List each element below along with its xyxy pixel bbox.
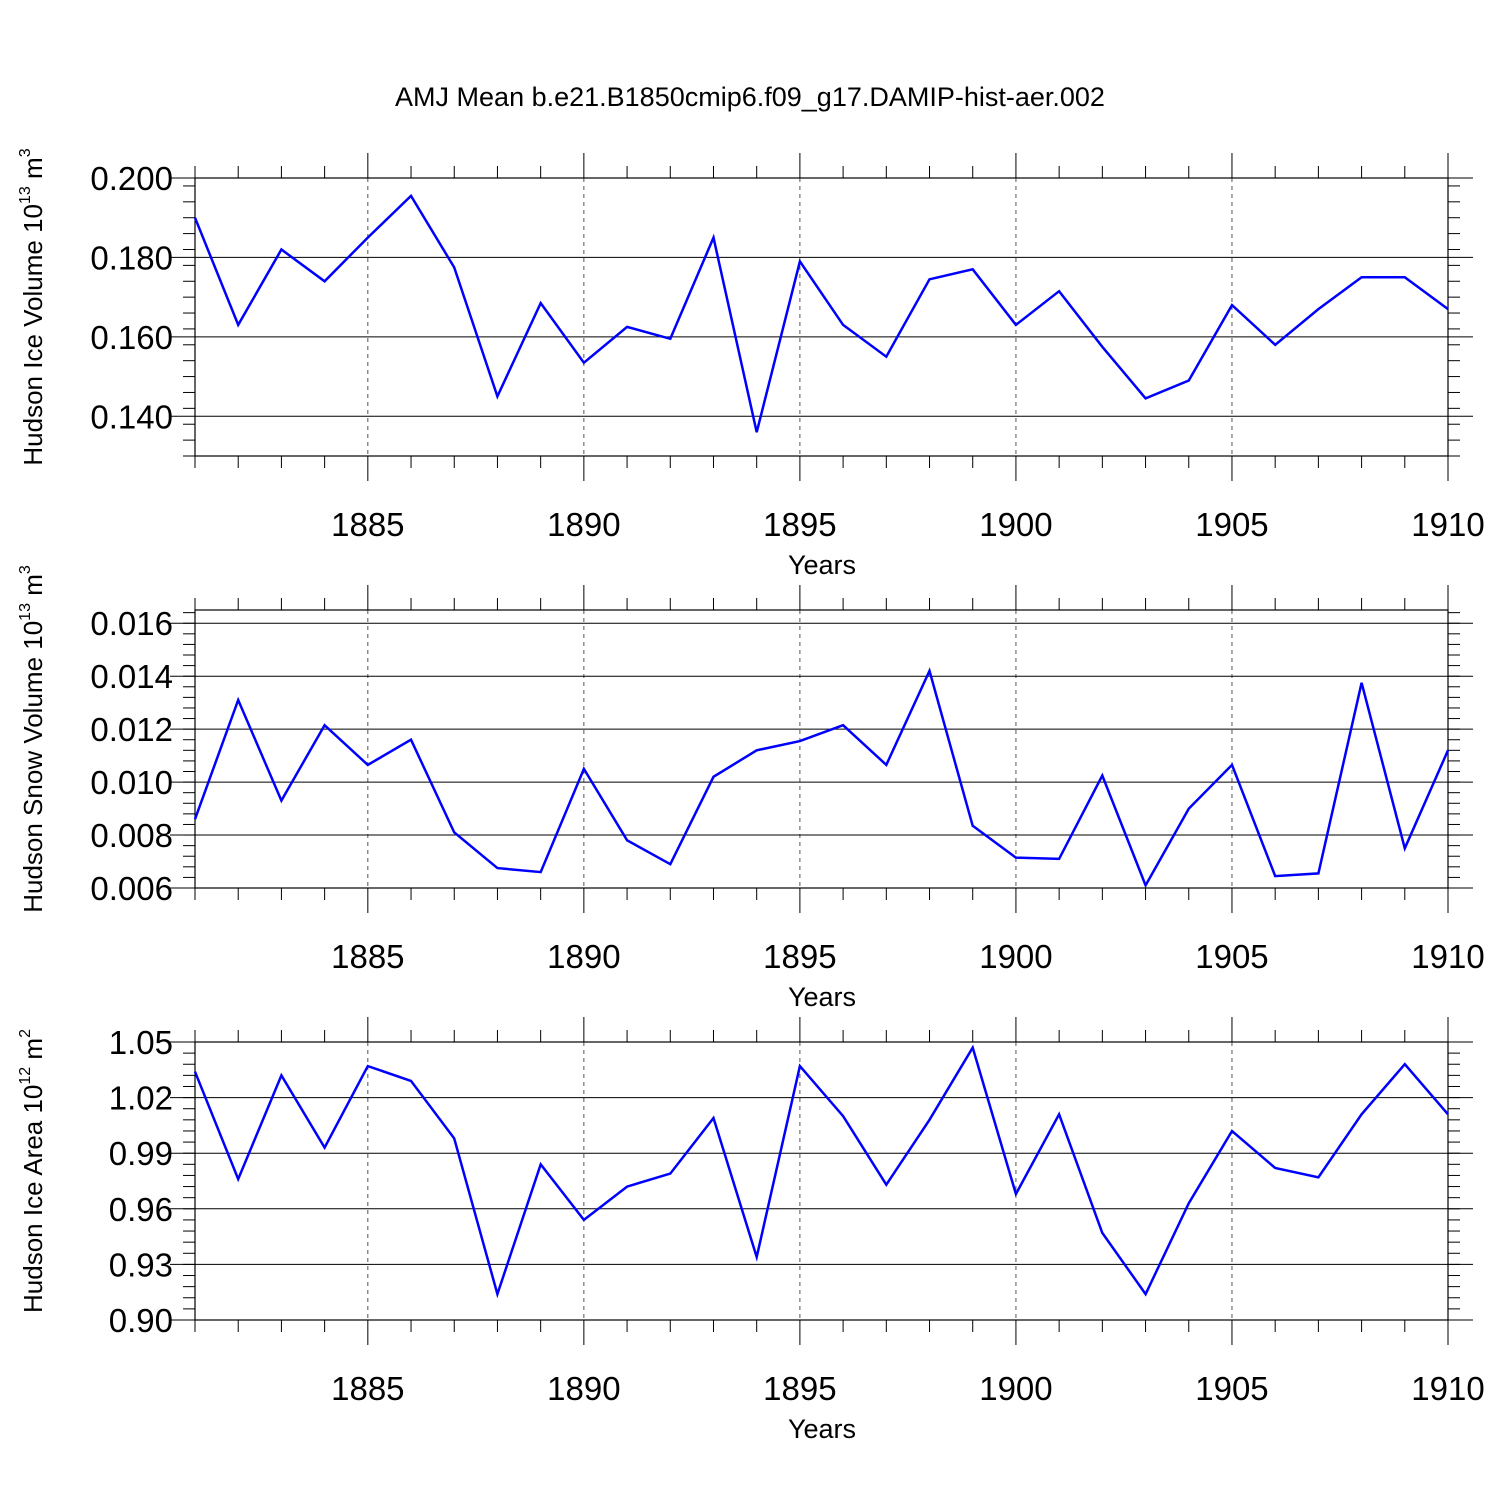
y-tick-label: 0.014 xyxy=(90,658,173,695)
y-tick-label: 0.96 xyxy=(109,1191,173,1228)
chart-title: AMJ Mean b.e21.B1850cmip6.f09_g17.DAMIP-… xyxy=(395,82,1105,112)
y-tick-label: 0.010 xyxy=(90,764,173,801)
y-tick-label: 0.99 xyxy=(109,1135,173,1172)
y-tick-label: 0.160 xyxy=(90,319,173,356)
x-tick-label: 1905 xyxy=(1195,938,1268,975)
y-tick-label: 1.02 xyxy=(109,1080,173,1117)
y-tick-label: 0.90 xyxy=(109,1302,173,1339)
plot-frame xyxy=(194,609,1449,889)
x-tick-label: 1885 xyxy=(331,938,404,975)
y-axis-label-exponent: 13 xyxy=(17,603,34,621)
x-tick-label: 1910 xyxy=(1411,1370,1484,1407)
x-axis-label: Years xyxy=(788,1414,856,1444)
y-axis-label-unit: m xyxy=(18,1038,48,1067)
y-axis-label-text: Hudson Ice Area 10 xyxy=(18,1085,48,1313)
series-line xyxy=(193,193,1449,433)
x-tick-label: 1895 xyxy=(763,1370,836,1407)
x-tick-label: 1905 xyxy=(1195,506,1268,543)
plot-frame xyxy=(194,1041,1449,1321)
x-tick-label: 1900 xyxy=(979,938,1052,975)
y-axis-label: Hudson Ice Volume 1013 m3 xyxy=(17,148,48,465)
series-line xyxy=(193,667,1450,889)
y-tick-label: 1.05 xyxy=(109,1024,173,1061)
y-axis-label-unit-exponent: 2 xyxy=(17,1029,34,1038)
y-axis-label-exponent: 13 xyxy=(17,186,34,204)
x-tick-label: 1900 xyxy=(979,1370,1052,1407)
x-tick-label: 1890 xyxy=(547,506,620,543)
y-axis-label-text: Hudson Ice Volume 10 xyxy=(18,204,48,466)
plot-frame xyxy=(194,177,1449,457)
y-tick-label: 0.016 xyxy=(90,605,173,642)
y-axis-label-exponent: 12 xyxy=(17,1067,34,1085)
y-axis-label: Hudson Snow Volume 1013 m3 xyxy=(17,565,48,913)
x-tick-label: 1890 xyxy=(547,938,620,975)
y-axis-label-unit-exponent: 3 xyxy=(17,565,34,574)
y-tick-label: 0.006 xyxy=(90,870,173,907)
panel-snow-volume: 0.006 0.008 0.010 0.012 0.014 0.016 1885 1890 18… xyxy=(17,565,1485,1012)
y-tick-label: 0.012 xyxy=(90,711,173,748)
series-line xyxy=(193,1044,1449,1299)
y-tick-label: 0.93 xyxy=(109,1246,173,1283)
panel-ice-volume: 0.140 0.160 0.180 0.200 1885 1890 1895 1900 1905… xyxy=(17,148,1485,580)
x-tick-label: 1900 xyxy=(979,506,1052,543)
chart-panels: 0.140 0.160 0.180 0.200 1885 1890 1895 1900 1905… xyxy=(17,148,1485,1444)
y-axis-label-unit: m xyxy=(18,157,48,186)
x-tick-label: 1885 xyxy=(331,506,404,543)
x-tick-label: 1895 xyxy=(763,938,836,975)
y-tick-label: 0.200 xyxy=(90,160,173,197)
panel-ice-area: 0.90 0.93 0.96 0.99 1.02 1.05 1885 1890 1895 1900… xyxy=(17,1017,1485,1444)
y-axis-label-text: Hudson Snow Volume 10 xyxy=(18,621,48,913)
x-axis-label: Years xyxy=(788,982,856,1012)
x-tick-label: 1895 xyxy=(763,506,836,543)
y-tick-label: 0.180 xyxy=(90,239,173,276)
y-tick-label: 0.140 xyxy=(90,398,173,435)
x-tick-label: 1910 xyxy=(1411,506,1484,543)
y-axis-label-unit-exponent: 3 xyxy=(17,148,34,157)
x-tick-label: 1885 xyxy=(331,1370,404,1407)
x-tick-label: 1905 xyxy=(1195,1370,1268,1407)
y-axis-label-unit: m xyxy=(18,574,48,603)
x-tick-label: 1910 xyxy=(1411,938,1484,975)
x-tick-label: 1890 xyxy=(547,1370,620,1407)
x-axis-label: Years xyxy=(788,550,856,580)
y-axis-label: Hudson Ice Area 1012 m2 xyxy=(17,1029,48,1313)
y-tick-label: 0.008 xyxy=(90,817,173,854)
